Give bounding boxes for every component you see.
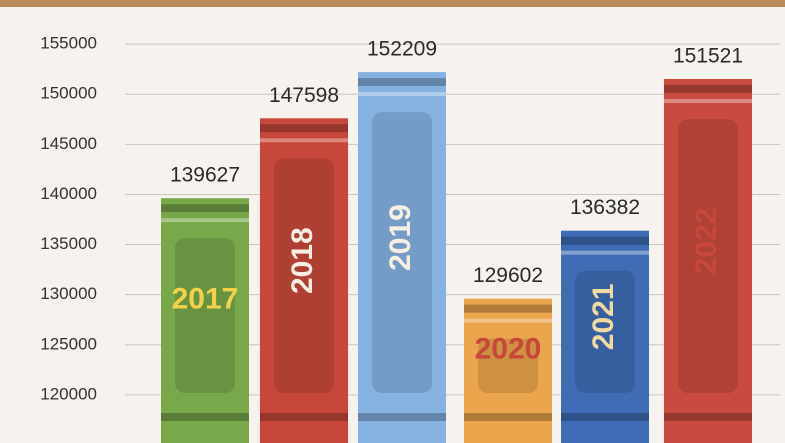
bar-band [161, 413, 249, 421]
bar-band [260, 138, 348, 142]
top-frame [0, 0, 785, 7]
bar-band [260, 124, 348, 132]
bar-band [464, 413, 552, 421]
bar-band [358, 78, 446, 86]
y-tick-label: 145000 [40, 134, 97, 153]
value-label: 139627 [170, 164, 240, 187]
bar-band [161, 218, 249, 222]
y-tick-label: 130000 [40, 284, 97, 303]
chart: 120000 125000 130000 135000 140000 145000 1500… [0, 0, 785, 443]
category-label: 2019 [384, 204, 417, 271]
bar-band [664, 413, 752, 421]
bar-band [561, 237, 649, 245]
bar-band [664, 99, 752, 103]
category-label: 2018 [286, 227, 319, 294]
value-label: 152209 [367, 38, 437, 61]
y-tick-label: 155000 [40, 34, 97, 53]
bar-band [561, 251, 649, 255]
value-label: 151521 [673, 45, 743, 68]
value-label: 147598 [269, 84, 339, 107]
y-tick-label: 120000 [40, 384, 97, 403]
y-tick-label: 140000 [40, 184, 97, 203]
value-label: 129602 [473, 264, 543, 287]
bar-band [464, 319, 552, 323]
bar-band [664, 85, 752, 93]
bar-label-panel [175, 238, 235, 393]
category-label: 2022 [690, 208, 723, 275]
category-label: 2021 [587, 283, 620, 350]
y-tick-label: 150000 [40, 84, 97, 103]
y-tick-label: 135000 [40, 234, 97, 253]
bar-band [464, 305, 552, 313]
bar-band [358, 413, 446, 421]
category-label: 2020 [475, 333, 542, 366]
category-label: 2017 [172, 283, 239, 316]
y-tick-label: 125000 [40, 334, 97, 353]
value-label: 136382 [570, 196, 640, 219]
bar-band [561, 413, 649, 421]
bar-band [358, 92, 446, 96]
bar-band [161, 204, 249, 212]
bar-band [260, 413, 348, 421]
